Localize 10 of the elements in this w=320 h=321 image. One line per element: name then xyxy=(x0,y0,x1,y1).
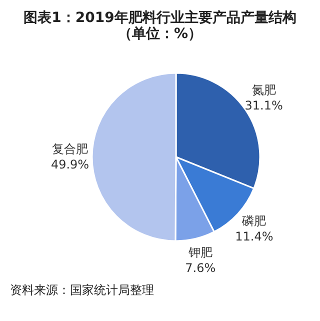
text: 资料来源：国家统计局整理 xyxy=(9,282,155,299)
slice-label: 磷肥 xyxy=(241,214,266,228)
slice-label: 复合肥 xyxy=(52,142,88,156)
data-label: 11.4% xyxy=(235,230,274,244)
data-label: 49.9% xyxy=(50,158,90,172)
slice-label: 氮肥 xyxy=(252,83,276,98)
chart-title: 图表1：2019年肥料行业主要产品产量结构（单位：%） xyxy=(22,8,298,44)
data-label: 7.6% xyxy=(185,261,216,276)
slice-label: 钾肥 xyxy=(187,246,212,260)
data-label: 31.1% xyxy=(244,98,283,113)
